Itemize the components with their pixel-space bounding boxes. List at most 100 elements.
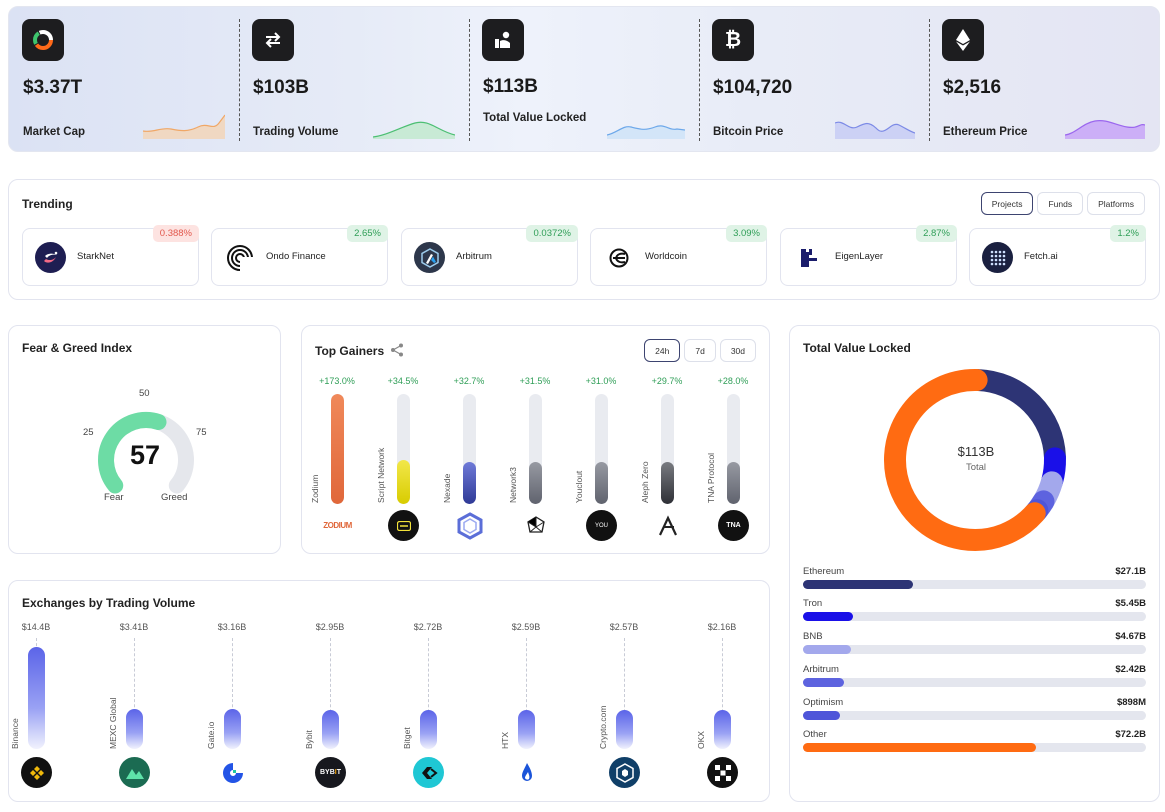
gainer-zodium[interactable]: +173.0% Zodium ZODIUM	[307, 326, 367, 555]
trending-item-eigenlayer[interactable]: EigenLayer 2.87%	[780, 225, 957, 286]
fear-greed-panel: Fear & Greed Index 50 25 75 57 Fear Gree…	[8, 325, 281, 554]
tab-7d[interactable]: 7d	[684, 339, 716, 362]
swap-arrows-icon	[252, 19, 294, 61]
exchange-volume: $14.4B	[21, 622, 51, 632]
market-cap-sparkline	[143, 114, 225, 139]
exchange-bar	[518, 709, 535, 749]
donut-slice-other[interactable]	[884, 369, 1046, 551]
trending-item-ondo-finance[interactable]: Ondo Finance 2.65%	[211, 225, 388, 286]
exchange-guide-line	[134, 638, 135, 748]
network3-icon	[520, 510, 551, 541]
tab-projects[interactable]: Projects	[980, 192, 1034, 215]
bybit-icon: BYBIT	[315, 757, 346, 788]
exchange-name: Crypto.com	[598, 705, 608, 749]
gainer-tna-protocol[interactable]: +28.0% TNA Protocol TNA	[703, 326, 763, 555]
gainer-youclout[interactable]: +31.0% Youclout YOU	[571, 326, 631, 555]
script-network-icon	[388, 510, 419, 541]
trending-item-starknet[interactable]: StarkNet 0.388%	[22, 225, 199, 286]
trending-item-change: 2.87%	[916, 225, 957, 242]
exchange-volume: $2.16B	[707, 622, 737, 632]
market-cap-value: $3.37T	[23, 77, 83, 98]
gainers-period-tabs: 24h 7d 30d	[644, 339, 756, 362]
tvl-row-track	[803, 711, 1146, 720]
gainer-bar-track	[529, 394, 542, 504]
trending-item-fetchai[interactable]: Fetch.ai 1.2%	[969, 225, 1146, 286]
locked-value-icon	[482, 19, 524, 61]
fear-greed-value: 57	[129, 440, 161, 470]
tvl-row-track	[803, 678, 1146, 687]
tvl-row-name: Optimism	[803, 697, 844, 708]
exchange-bitget[interactable]: $2.72B Bitget	[401, 581, 499, 803]
exchange-name: HTX	[500, 732, 510, 749]
exchange-htx[interactable]: $2.59B HTX	[499, 581, 597, 803]
gauge-label-greed: Greed	[161, 492, 188, 503]
donut-slice-ethereum[interactable]	[967, 369, 1066, 468]
trending-item-worldcoin[interactable]: Worldcoin 3.09%	[590, 225, 767, 286]
bitcoin-icon: ₿	[712, 19, 754, 61]
trading-volume-label: Trading Volume	[253, 126, 339, 138]
gainer-change: +28.0%	[717, 376, 749, 386]
youclout-icon: YOU	[586, 510, 617, 541]
gainer-bar-fill	[463, 462, 476, 504]
gainer-change: +34.5%	[387, 376, 419, 386]
exchanges-title: Exchanges by Trading Volume	[22, 596, 196, 610]
exchange-mexc-global[interactable]: $3.41B MEXC Global	[107, 581, 205, 803]
tab-platforms[interactable]: Platforms	[1087, 192, 1145, 215]
tvl-row-fill	[803, 743, 1037, 752]
gainer-aleph-zero[interactable]: +29.7% Aleph Zero	[637, 326, 697, 555]
exchanges-panel: Exchanges by Trading Volume $14.4B Binan…	[8, 580, 770, 802]
market-cap-icon	[22, 19, 64, 61]
tvl-center-value: $113B	[957, 444, 995, 459]
gauge-fill	[98, 412, 167, 494]
top-gainers-title: Top Gainers	[315, 344, 385, 358]
ondo-icon	[224, 242, 255, 273]
exchange-binance[interactable]: $14.4B Binance	[9, 581, 107, 803]
trending-item-name: EigenLayer	[835, 251, 884, 262]
ethereum-sparkline	[1065, 120, 1145, 139]
stat-ethereum-price: $2,516 Ethereum Price	[929, 7, 1159, 153]
tvl-row-fill	[803, 711, 841, 720]
tvl-donut-chart	[884, 369, 1066, 551]
exchange-bar	[224, 709, 241, 749]
tvl-row-track	[803, 645, 1146, 654]
gainer-bar-track	[331, 394, 344, 504]
gainer-name: Network3	[508, 467, 518, 503]
exchange-gateio[interactable]: $3.16B Gate.io	[205, 581, 303, 803]
gainer-network3[interactable]: +31.5% Network3	[505, 326, 565, 555]
gainer-name: Aleph Zero	[640, 461, 650, 503]
share-icon[interactable]	[390, 343, 404, 357]
tvl-row-name: Ethereum	[803, 566, 845, 577]
trending-item-change: 0.388%	[152, 225, 199, 242]
tab-funds[interactable]: Funds	[1037, 192, 1084, 215]
tvl-title: Total Value Locked	[803, 341, 911, 355]
exchange-volume: $2.72B	[413, 622, 443, 632]
trending-item-name: Worldcoin	[645, 251, 688, 262]
gainer-nexade[interactable]: +32.7% Nexade	[439, 326, 499, 555]
exchange-bar	[28, 647, 45, 749]
exchange-guide-line	[428, 638, 429, 748]
exchange-okx[interactable]: $2.16B OKX	[695, 581, 793, 803]
exchange-volume: $2.59B	[511, 622, 541, 632]
exchange-name: Binance	[10, 718, 20, 749]
trending-title: Trending	[22, 197, 73, 211]
exchange-guide-line	[330, 638, 331, 748]
worldcoin-icon	[603, 242, 634, 273]
tab-24h[interactable]: 24h	[644, 339, 681, 362]
trending-item-arbitrum[interactable]: Arbitrum 0.0372%	[401, 225, 578, 286]
exchange-volume: $2.95B	[315, 622, 345, 632]
tab-30d[interactable]: 30d	[719, 339, 756, 362]
exchange-cryptocom[interactable]: $2.57B Crypto.com	[597, 581, 695, 803]
stat-divider	[239, 19, 240, 141]
tvl-row-name: Arbitrum	[803, 664, 839, 675]
exchange-bybit[interactable]: $2.95B Bybit BYBIT	[303, 581, 401, 803]
zodium-icon: ZODIUM	[323, 521, 352, 530]
gainer-name: Zodium	[310, 474, 320, 503]
tvl-row-value: $4.67B	[1115, 631, 1146, 642]
tvl-center-label: Total	[965, 462, 987, 473]
exchange-name: Bybit	[304, 730, 314, 749]
exchange-bar	[322, 709, 339, 749]
gainer-script-network[interactable]: +34.5% Script Network	[373, 326, 433, 555]
tvl-row-fill	[803, 645, 852, 654]
ethereum-price-value: $2,516	[943, 77, 1002, 98]
market-cap-label: Market Cap	[23, 126, 85, 138]
